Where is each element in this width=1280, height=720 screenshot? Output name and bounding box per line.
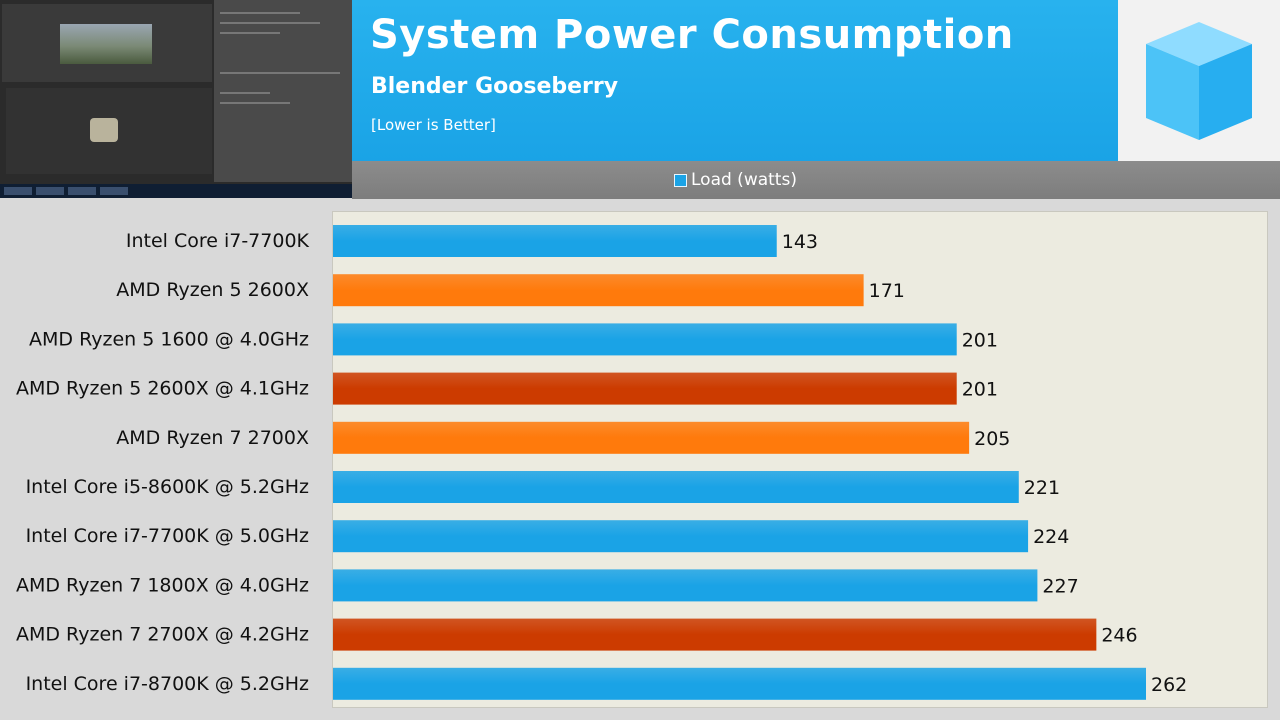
chart-plot-area: 143 171 201 201 205 221 224 227 246 262 xyxy=(332,211,1268,708)
viewport-top xyxy=(2,4,212,82)
legend-label: Load (watts) xyxy=(691,170,797,190)
category-label-7: AMD Ryzen 7 1800X @ 4.0GHz xyxy=(16,574,309,596)
bar-9 xyxy=(333,667,1146,700)
properties-panel xyxy=(214,0,352,182)
bar-7 xyxy=(333,569,1038,602)
category-label-0: Intel Core i7-7700K xyxy=(126,230,310,252)
value-label-4: 205 xyxy=(974,428,1010,450)
category-label-4: AMD Ryzen 7 2700X xyxy=(116,427,309,449)
bar-chart: 143 171 201 201 205 221 224 227 246 262 xyxy=(333,225,1187,700)
legend-bar: Load (watts) xyxy=(352,161,1280,199)
chart-note: [Lower is Better] xyxy=(371,116,496,134)
bar-5 xyxy=(333,471,1019,503)
taskbar xyxy=(0,184,352,198)
bar-2 xyxy=(333,323,957,356)
viewport-bottom xyxy=(6,88,212,174)
value-label-7: 227 xyxy=(1042,575,1078,597)
value-label-1: 171 xyxy=(869,280,905,302)
category-label-5: Intel Core i5-8600K @ 5.2GHz xyxy=(26,476,309,498)
category-label-8: AMD Ryzen 7 2700X @ 4.2GHz xyxy=(16,624,309,646)
chart-subtitle: Blender Gooseberry xyxy=(371,74,619,99)
category-label-9: Intel Core i7-8700K @ 5.2GHz xyxy=(26,673,309,695)
chart-header: System Power Consumption Blender Goosebe… xyxy=(352,0,1118,161)
bar-8 xyxy=(333,618,1097,651)
category-label-2: AMD Ryzen 5 1600 @ 4.0GHz xyxy=(29,328,309,350)
bar-6 xyxy=(333,520,1029,553)
render-thumbnail-top xyxy=(60,24,152,64)
value-label-3: 201 xyxy=(962,379,998,401)
render-thumbnail-bottom xyxy=(90,118,118,142)
cube-logo-icon xyxy=(1146,22,1252,140)
category-labels: Intel Core i7-7700K AMD Ryzen 5 2600X AMD … xyxy=(16,230,310,695)
legend-item: Load (watts) xyxy=(674,170,797,190)
value-label-5: 221 xyxy=(1024,477,1060,499)
value-label-8: 246 xyxy=(1101,625,1137,647)
embedded-app-screenshot xyxy=(0,0,352,198)
category-label-1: AMD Ryzen 5 2600X xyxy=(116,279,309,301)
logo-area xyxy=(1118,0,1280,161)
value-label-2: 201 xyxy=(962,329,998,351)
chart-title: System Power Consumption xyxy=(370,12,1014,58)
category-label-6: Intel Core i7-7700K @ 5.0GHz xyxy=(26,525,309,547)
value-label-0: 143 xyxy=(782,231,818,253)
value-label-9: 262 xyxy=(1151,674,1187,696)
bar-1 xyxy=(333,274,864,307)
bar-0 xyxy=(333,225,777,257)
category-label-3: AMD Ryzen 5 2600X @ 4.1GHz xyxy=(16,378,309,400)
value-label-6: 224 xyxy=(1033,526,1069,548)
bar-4 xyxy=(333,421,970,454)
legend-swatch xyxy=(674,173,687,187)
bar-3 xyxy=(333,372,957,405)
